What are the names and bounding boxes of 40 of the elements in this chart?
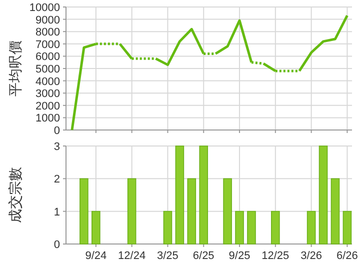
y-tick-label: 2 <box>54 174 60 186</box>
x-tick-label: 6/26 <box>336 250 358 262</box>
y-tick-label: 3000 <box>36 88 60 100</box>
bar <box>318 146 328 244</box>
x-tick-label: 3/26 <box>300 250 322 262</box>
y-tick-label: 3 <box>54 141 60 153</box>
bar <box>247 210 256 244</box>
x-tick-label: 9/24 <box>85 250 107 262</box>
x-tick-label: 9/25 <box>228 250 250 262</box>
x-tick-label: 6/25 <box>192 250 214 262</box>
bar <box>330 178 340 244</box>
y-tick-label: 0 <box>54 239 60 251</box>
y-tick-label: 8000 <box>36 26 60 39</box>
bar <box>80 178 88 244</box>
y-tick-label: 6000 <box>36 51 60 64</box>
bar <box>306 210 316 244</box>
x-tick-label: 12/25 <box>262 250 290 262</box>
bar <box>342 210 352 244</box>
y-tick-label: 2000 <box>36 100 60 112</box>
bar <box>223 178 232 244</box>
bar <box>175 146 184 244</box>
y-tick-label: 7000 <box>36 38 60 51</box>
y-tick-label: 5000 <box>36 64 60 76</box>
y-tick-label: 10000 <box>29 2 60 14</box>
bar <box>199 146 208 244</box>
bar <box>163 210 172 244</box>
y-tick-label: 9000 <box>36 14 60 26</box>
y-tick-label: 4000 <box>36 76 60 88</box>
y-axis-title: 平均呎價 <box>7 40 23 96</box>
bar <box>92 210 100 244</box>
y-tick-label: 0 <box>54 125 60 137</box>
y-axis-title: 成交宗數 <box>7 167 23 223</box>
bar <box>271 210 280 244</box>
bar <box>127 178 136 244</box>
y-tick-label: 1000 <box>36 112 60 125</box>
bar <box>235 210 244 244</box>
y-tick-label: 1 <box>54 206 60 218</box>
bar <box>187 178 196 244</box>
x-tick-label: 12/24 <box>118 250 146 262</box>
x-tick-label: 3/25 <box>157 250 178 262</box>
